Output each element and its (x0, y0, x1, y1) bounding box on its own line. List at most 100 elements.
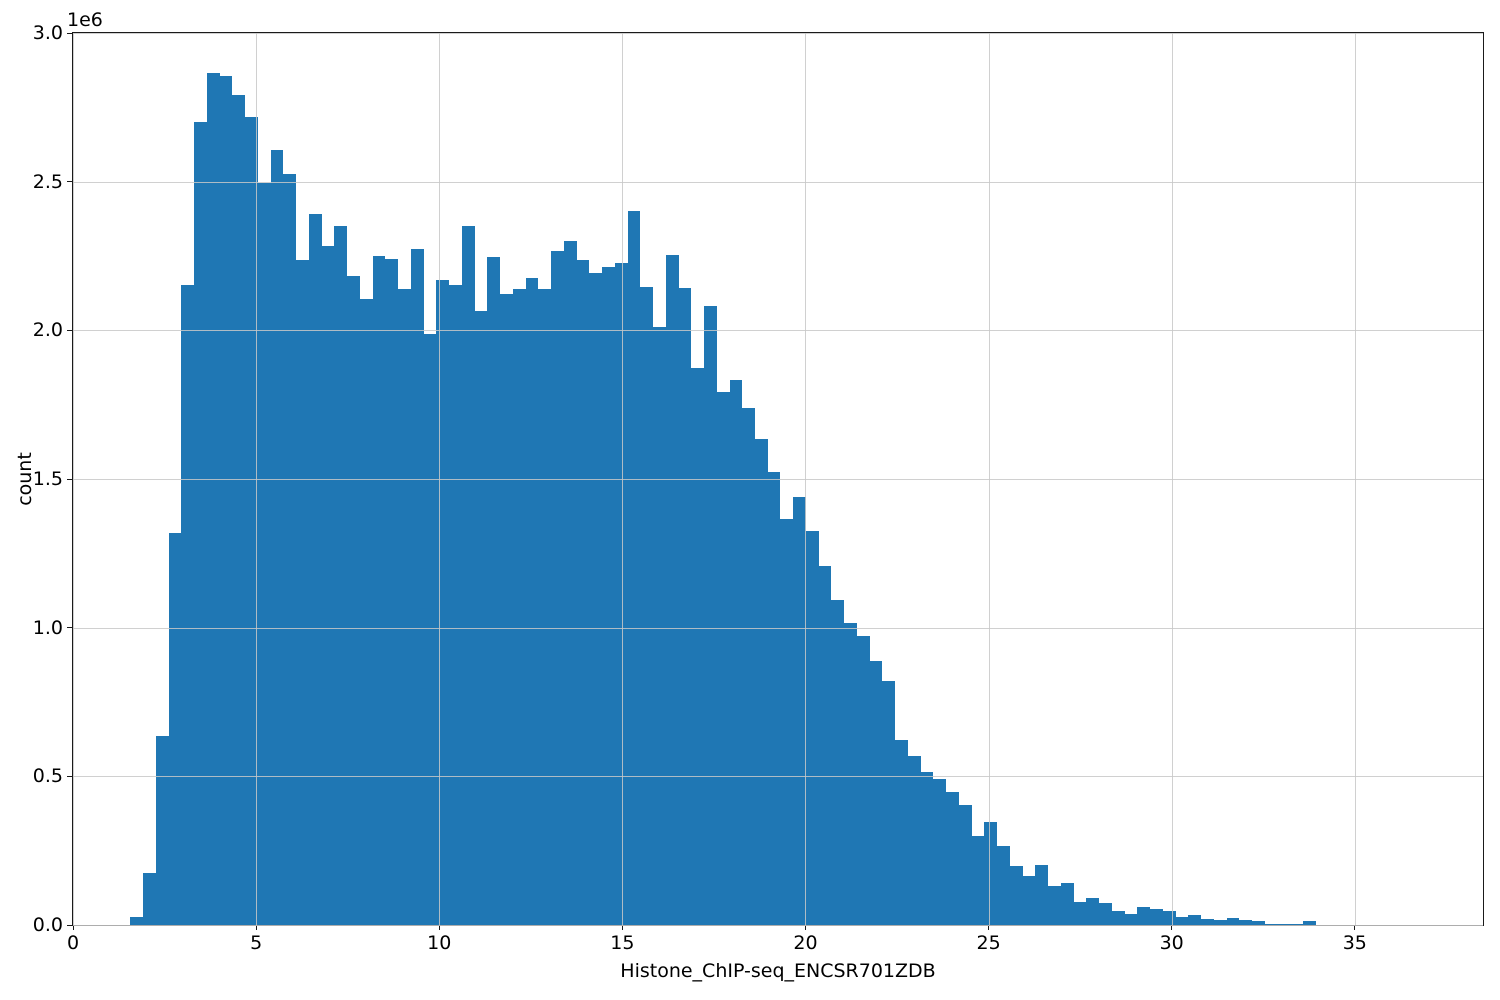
y-tick-mark (67, 627, 72, 629)
histogram-bar (1150, 908, 1163, 925)
histogram-bar (538, 289, 551, 925)
histogram-bar (691, 367, 704, 925)
y-tick-mark (67, 924, 72, 926)
histogram-bar (666, 255, 679, 925)
x-tick-mark (621, 925, 623, 930)
histogram-bar (1252, 920, 1265, 925)
y-tick-label: 1.5 (32, 468, 63, 490)
histogram-bar (870, 660, 882, 925)
y-tick-label: 1.0 (32, 616, 63, 639)
x-tick-mark (1171, 925, 1173, 930)
x-tick-label: 30 (1159, 932, 1184, 954)
histogram-bar (475, 311, 487, 925)
histogram-bar (526, 277, 538, 925)
x-tick-mark (72, 925, 74, 930)
histogram-bar (385, 258, 398, 925)
histogram-bar (1278, 924, 1290, 925)
histogram-bar (1061, 883, 1074, 925)
histogram-bar (1086, 897, 1099, 925)
histogram-bar (933, 779, 946, 925)
histogram-bar (1048, 886, 1061, 925)
y-tick-mark (67, 775, 72, 777)
histogram-bar (1201, 918, 1214, 925)
histogram-bar (806, 530, 819, 925)
histogram-bar (181, 284, 194, 925)
histogram-bar (984, 822, 997, 925)
y-tick-label: 3.0 (32, 22, 63, 44)
y-tick-mark (67, 181, 72, 183)
histogram-bar (755, 439, 768, 925)
histogram-bar (309, 213, 322, 925)
histogram-bar (283, 173, 296, 925)
x-tick-label: 15 (610, 932, 635, 954)
histogram-bar (857, 636, 870, 925)
histogram-bar (780, 518, 793, 925)
histogram-bar (513, 289, 526, 925)
x-tick-label: 5 (250, 932, 263, 954)
histogram-bar (1265, 923, 1278, 925)
x-axis-label: Histone_ChIP-seq_ENCSR701ZDB (620, 960, 936, 982)
x-tick-label: 35 (1342, 932, 1367, 954)
y-tick-label: 0.5 (32, 765, 63, 788)
histogram-bar (271, 149, 283, 925)
histogram-bar (373, 256, 385, 925)
x-tick-mark (804, 925, 806, 930)
histogram-bar (577, 260, 589, 925)
histogram-bar (564, 240, 577, 925)
histogram-bar (1099, 903, 1112, 925)
histogram-bar (1303, 921, 1316, 925)
x-tick-mark (438, 925, 440, 930)
plot-area (72, 32, 1484, 926)
histogram-bar (360, 298, 373, 925)
histogram-bar (1188, 914, 1201, 925)
histogram-bar (793, 496, 806, 925)
y-tick-label: 0.0 (32, 914, 63, 936)
histogram-bar (844, 622, 857, 925)
histogram-bar (334, 226, 347, 925)
histogram-bar (717, 391, 730, 925)
histogram-bar (1227, 918, 1239, 925)
histogram-bar (679, 288, 691, 925)
histogram-bar (449, 285, 462, 925)
histogram-bar (819, 565, 831, 925)
histogram-bar (411, 248, 424, 925)
histogram-bar (1176, 917, 1188, 925)
y-tick-mark (67, 329, 72, 331)
y-tick-mark (67, 32, 72, 34)
histogram-bar (436, 280, 449, 925)
x-tick-mark (988, 925, 990, 930)
histogram-bar (768, 472, 780, 925)
histogram-bar (194, 122, 207, 925)
histogram-bar (1163, 911, 1176, 925)
histogram-bar (322, 246, 334, 925)
histogram-bar (730, 380, 742, 925)
histogram-bar (831, 600, 844, 925)
histogram-bar (487, 256, 500, 925)
y-tick-label: 2.5 (32, 170, 63, 193)
histogram-bar (1010, 866, 1023, 925)
histogram-bar (895, 740, 908, 925)
histogram-bar (1023, 875, 1035, 925)
histogram-bar (1074, 901, 1086, 925)
y-tick-label: 2.0 (32, 319, 63, 342)
histogram-bar (551, 251, 564, 925)
histogram-bar (424, 334, 436, 925)
histogram-bar (232, 95, 245, 925)
histogram-bar (1035, 864, 1048, 925)
histogram-bar (959, 805, 972, 925)
x-tick-mark (255, 925, 257, 930)
histogram-bar (398, 289, 411, 925)
histogram-bar (628, 211, 640, 925)
x-tick-label: 0 (66, 932, 80, 954)
y-axis-offset-text: 1e6 (67, 9, 103, 31)
bars-layer (73, 33, 1483, 925)
histogram-bar (882, 681, 895, 925)
histogram-bar (1239, 919, 1252, 925)
histogram-bar (1137, 907, 1150, 925)
histogram-bar (921, 771, 933, 925)
histogram-bar (704, 306, 717, 925)
histogram-bar (130, 916, 143, 925)
histogram-bar (589, 272, 602, 925)
x-tick-label: 25 (976, 932, 1001, 954)
